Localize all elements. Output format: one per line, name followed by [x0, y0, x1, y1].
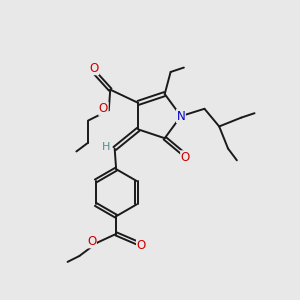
- Text: O: O: [181, 151, 190, 164]
- Text: O: O: [99, 102, 108, 115]
- Text: O: O: [89, 61, 99, 75]
- Text: N: N: [176, 110, 185, 123]
- Text: H: H: [102, 142, 110, 152]
- Text: O: O: [136, 239, 146, 252]
- Text: O: O: [87, 235, 96, 248]
